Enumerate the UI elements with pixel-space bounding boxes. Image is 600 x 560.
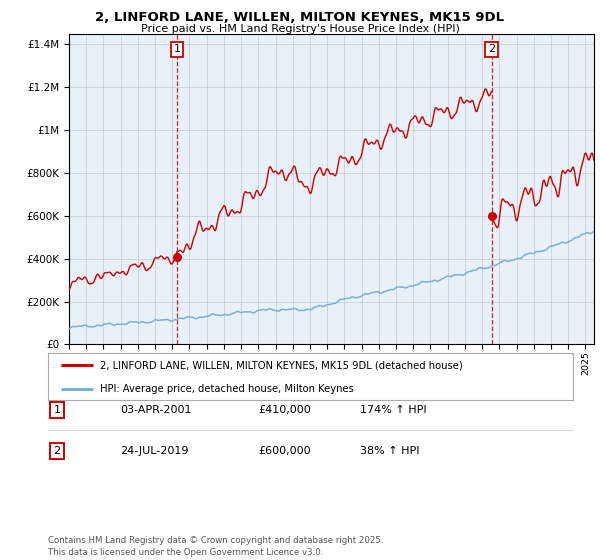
Text: 2: 2 xyxy=(53,446,61,456)
Text: 1: 1 xyxy=(53,405,61,415)
Text: 24-JUL-2019: 24-JUL-2019 xyxy=(120,446,188,456)
Text: 2: 2 xyxy=(488,44,496,54)
Text: 174% ↑ HPI: 174% ↑ HPI xyxy=(360,405,427,415)
Text: 2, LINFORD LANE, WILLEN, MILTON KEYNES, MK15 9DL: 2, LINFORD LANE, WILLEN, MILTON KEYNES, … xyxy=(95,11,505,24)
Text: £600,000: £600,000 xyxy=(258,446,311,456)
Text: HPI: Average price, detached house, Milton Keynes: HPI: Average price, detached house, Milt… xyxy=(101,385,355,394)
Text: 2, LINFORD LANE, WILLEN, MILTON KEYNES, MK15 9DL (detached house): 2, LINFORD LANE, WILLEN, MILTON KEYNES, … xyxy=(101,361,463,371)
Text: 1: 1 xyxy=(173,44,181,54)
Text: Contains HM Land Registry data © Crown copyright and database right 2025.
This d: Contains HM Land Registry data © Crown c… xyxy=(48,536,383,557)
Text: £410,000: £410,000 xyxy=(258,405,311,415)
Text: 38% ↑ HPI: 38% ↑ HPI xyxy=(360,446,419,456)
Text: 03-APR-2001: 03-APR-2001 xyxy=(120,405,191,415)
Text: Price paid vs. HM Land Registry's House Price Index (HPI): Price paid vs. HM Land Registry's House … xyxy=(140,24,460,34)
